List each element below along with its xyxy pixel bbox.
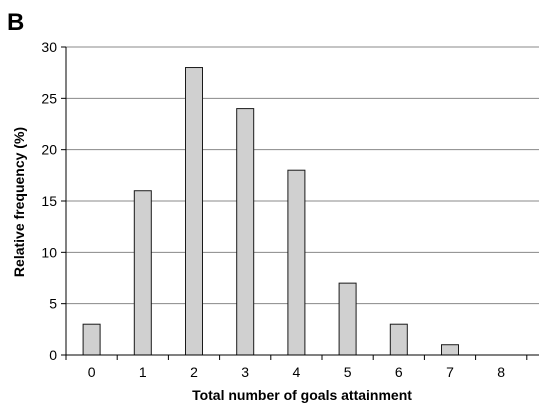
- x-tick-label-5: 5: [344, 364, 352, 380]
- bar-6: [389, 323, 408, 356]
- bar-7: [441, 344, 459, 356]
- x-tick-labels: 0 1 2 3 4 5 6 7 8: [88, 364, 506, 380]
- y-tick-labels: 0 5 10 15 20 25 30: [41, 39, 57, 363]
- y-tick-label: 30: [41, 39, 57, 55]
- axes: [61, 46, 539, 360]
- bar-0: [82, 323, 101, 356]
- x-tick-label-1: 1: [139, 364, 147, 380]
- panel-label: B: [7, 9, 24, 36]
- y-axis-title: Relative frequency (%): [11, 127, 27, 277]
- bar-4: [287, 169, 306, 356]
- x-tick-label-8: 8: [497, 364, 505, 380]
- y-tick-label: 5: [49, 296, 57, 312]
- x-tick-label-7: 7: [446, 364, 454, 380]
- bar-2: [185, 67, 203, 356]
- y-tick-label: 20: [41, 142, 57, 158]
- bar-5: [338, 282, 357, 356]
- y-tick-label: 10: [41, 244, 57, 260]
- bar-3: [236, 108, 255, 356]
- y-tick-label: 15: [41, 193, 57, 209]
- x-tick-label-4: 4: [293, 364, 301, 380]
- x-axis-title: Total number of goals attainment: [192, 387, 412, 403]
- bars: [82, 67, 459, 356]
- y-tick-label: 25: [41, 90, 57, 106]
- x-tick-label-2: 2: [190, 364, 198, 380]
- bar-1: [133, 190, 152, 356]
- x-tick-label-3: 3: [241, 364, 249, 380]
- y-tick-label: 0: [49, 347, 57, 363]
- x-tick-label-0: 0: [88, 364, 96, 380]
- x-tick-label-6: 6: [395, 364, 403, 380]
